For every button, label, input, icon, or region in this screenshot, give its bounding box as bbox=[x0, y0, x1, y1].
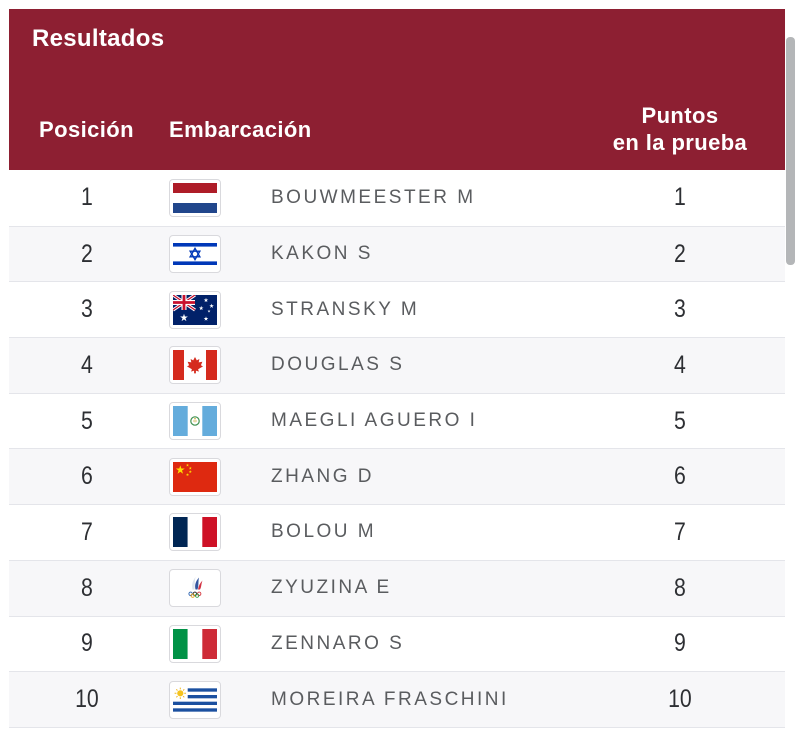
flag-can-icon bbox=[169, 346, 221, 385]
athlete-name: MAEGLI AGUERO I bbox=[271, 410, 478, 432]
points-value: 8 bbox=[674, 573, 686, 602]
position-value: 3 bbox=[80, 295, 93, 324]
column-header-points-line1: Puntos bbox=[641, 103, 719, 128]
points-value: 1 bbox=[674, 183, 686, 212]
flag-gua-icon bbox=[169, 402, 221, 441]
points-value: 9 bbox=[674, 629, 686, 658]
column-header-boat: Embarcación bbox=[169, 116, 312, 142]
points-value: 5 bbox=[674, 406, 686, 435]
column-header-points: Puntos en la prueba bbox=[575, 102, 785, 156]
position-value: 6 bbox=[80, 462, 93, 491]
table-row: 6 ZHANG D 6 bbox=[9, 448, 785, 505]
column-headers-row: Posición Embarcación Puntos en la prueba bbox=[9, 102, 785, 156]
table-row: 1 BOUWMEESTER M 1 bbox=[9, 170, 785, 226]
points-value: 10 bbox=[668, 685, 692, 714]
results-table: 1 BOUWMEESTER M 1 2 KAKON S 2 3 STRANSKY… bbox=[9, 170, 785, 728]
athlete-name: MOREIRA FRASCHINI bbox=[271, 688, 509, 710]
athlete-name: KAKON S bbox=[271, 243, 373, 265]
position-value: 2 bbox=[80, 239, 93, 268]
athlete-name: ZENNARO S bbox=[271, 632, 405, 654]
points-value: 2 bbox=[674, 239, 686, 268]
athlete-name: STRANSKY M bbox=[271, 298, 420, 320]
flag-chn-icon bbox=[169, 457, 221, 496]
flag-fra-icon bbox=[169, 513, 221, 552]
flag-uru-icon bbox=[169, 680, 221, 719]
athlete-name: ZHANG D bbox=[271, 465, 374, 487]
panel-title: Resultados bbox=[32, 25, 165, 52]
position-value: 10 bbox=[74, 685, 99, 714]
points-value: 7 bbox=[674, 517, 686, 546]
flag-aus-icon bbox=[169, 290, 221, 329]
flag-isr-icon bbox=[169, 235, 221, 274]
position-value: 8 bbox=[80, 573, 93, 602]
column-header-position: Posición bbox=[39, 116, 134, 142]
athlete-name: DOUGLAS S bbox=[271, 354, 405, 376]
table-row: 2 KAKON S 2 bbox=[9, 225, 785, 282]
flag-roc-icon bbox=[169, 569, 221, 608]
scrollbar-thumb[interactable] bbox=[786, 37, 795, 265]
flag-ned-icon bbox=[169, 178, 221, 217]
points-value: 3 bbox=[674, 295, 686, 324]
position-value: 7 bbox=[80, 517, 93, 546]
results-header-panel: Resultados Posición Embarcación Puntos e… bbox=[9, 9, 785, 170]
table-row: 8 ZYUZINA E 8 bbox=[9, 559, 785, 616]
table-row: 3 STRANSKY M 3 bbox=[9, 281, 785, 338]
position-value: 4 bbox=[80, 350, 93, 379]
table-row: 4 DOUGLAS S 4 bbox=[9, 337, 785, 393]
table-row: 7 BOLOU M 7 bbox=[9, 504, 785, 560]
flag-ita-icon bbox=[169, 624, 221, 663]
scrollbar-track[interactable] bbox=[785, 0, 796, 737]
points-value: 4 bbox=[674, 350, 686, 379]
athlete-name: ZYUZINA E bbox=[271, 577, 392, 599]
position-value: 5 bbox=[80, 406, 93, 435]
table-row: 9 ZENNARO S 9 bbox=[9, 615, 785, 672]
athlete-name: BOLOU M bbox=[271, 521, 377, 543]
points-value: 6 bbox=[674, 462, 686, 491]
position-value: 1 bbox=[80, 183, 93, 212]
table-row: 10 MOREIRA FRASCHINI 10 bbox=[9, 671, 785, 727]
position-value: 9 bbox=[80, 629, 93, 658]
table-row: 5 MAEGLI AGUERO I 5 bbox=[9, 392, 785, 449]
column-header-points-line2: en la prueba bbox=[612, 130, 748, 155]
athlete-name: BOUWMEESTER M bbox=[271, 186, 476, 208]
